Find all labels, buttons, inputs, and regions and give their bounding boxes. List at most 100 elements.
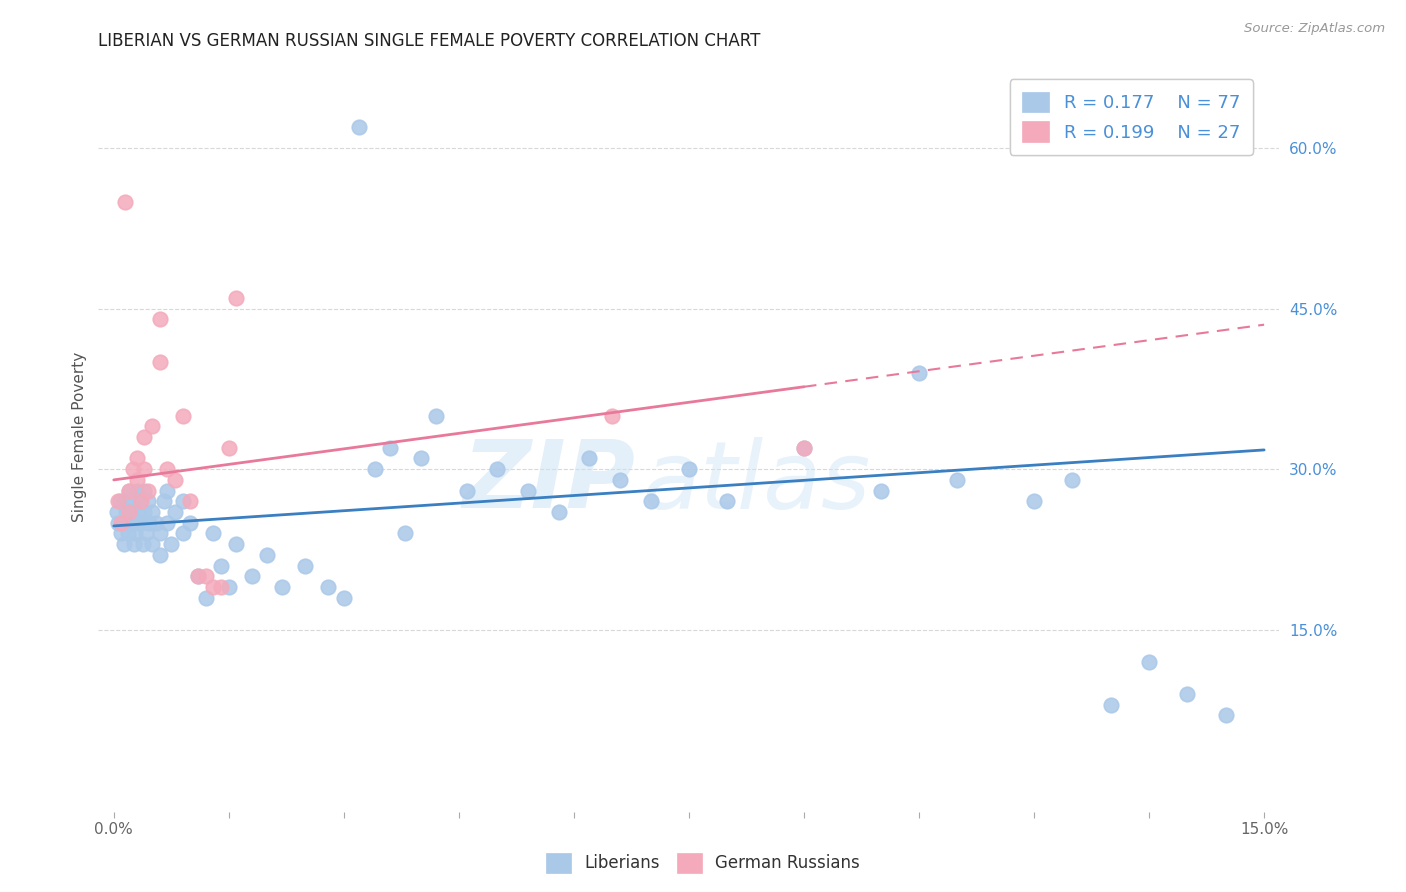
Point (134, 483, 156, 498)
Point (172, 409, 194, 423)
Point (118, 505, 141, 519)
Point (609, 473, 631, 487)
Point (149, 355, 172, 369)
Point (869, 483, 891, 498)
Legend: R = 0.177    N = 77, R = 0.199    N = 27: R = 0.177 N = 77, R = 0.199 N = 27 (1010, 79, 1253, 155)
Point (486, 462, 509, 476)
Point (240, 569, 263, 583)
Point (160, 537, 183, 551)
Point (179, 494, 201, 508)
Point (136, 483, 159, 498)
Legend: Liberians, German Russians: Liberians, German Russians (540, 847, 866, 880)
Point (678, 462, 700, 476)
Point (128, 494, 150, 508)
Point (1099, 698, 1122, 712)
Point (141, 419, 163, 434)
Point (114, 537, 136, 551)
Point (125, 483, 148, 498)
Point (134, 430, 156, 444)
Point (456, 483, 478, 498)
Point (425, 409, 447, 423)
Point (165, 505, 187, 519)
Point (578, 451, 600, 466)
Point (908, 366, 931, 380)
Point (135, 526, 157, 541)
Y-axis label: Single Female Poverty: Single Female Poverty (72, 352, 87, 522)
Text: Source: ZipAtlas.com: Source: ZipAtlas.com (1244, 22, 1385, 36)
Point (134, 462, 156, 476)
Text: LIBERIAN VS GERMAN RUSSIAN SINGLE FEMALE POVERTY CORRELATION CHART: LIBERIAN VS GERMAN RUSSIAN SINGLE FEMALE… (98, 32, 761, 50)
Point (194, 569, 217, 583)
Point (138, 516, 160, 530)
Point (115, 505, 138, 519)
Point (172, 526, 194, 541)
Point (145, 516, 167, 530)
Point (187, 569, 209, 583)
Point (118, 516, 141, 530)
Point (117, 526, 139, 541)
Point (125, 473, 148, 487)
Point (347, 120, 370, 134)
Point (122, 537, 145, 551)
Point (122, 462, 145, 476)
Point (271, 580, 294, 594)
Point (107, 494, 129, 508)
Point (129, 494, 152, 508)
Point (125, 505, 148, 519)
Point (105, 505, 128, 519)
Point (716, 494, 738, 508)
Point (107, 516, 129, 530)
Point (152, 494, 174, 508)
Point (209, 558, 232, 573)
Point (1177, 687, 1199, 701)
Point (194, 591, 217, 605)
Point (108, 494, 131, 508)
Point (363, 462, 385, 476)
Point (394, 526, 416, 541)
Text: ZIP: ZIP (463, 436, 636, 528)
Point (110, 526, 132, 541)
Point (141, 505, 163, 519)
Point (149, 526, 172, 541)
Point (179, 516, 201, 530)
Point (1137, 655, 1160, 669)
Point (132, 537, 155, 551)
Point (516, 483, 538, 498)
Point (202, 526, 225, 541)
Point (118, 483, 141, 498)
Point (218, 441, 240, 455)
Point (946, 473, 969, 487)
Point (1215, 708, 1237, 723)
Text: atlas: atlas (641, 436, 870, 527)
Point (225, 537, 247, 551)
Point (110, 516, 132, 530)
Point (640, 494, 662, 508)
Point (209, 580, 232, 594)
Point (1022, 494, 1045, 508)
Point (111, 516, 134, 530)
Point (165, 473, 187, 487)
Point (225, 291, 247, 305)
Point (600, 409, 623, 423)
Point (409, 451, 432, 466)
Point (125, 451, 148, 466)
Point (114, 194, 136, 209)
Point (131, 516, 153, 530)
Point (120, 505, 142, 519)
Point (121, 516, 143, 530)
Point (156, 462, 179, 476)
Point (127, 516, 149, 530)
Point (187, 569, 209, 583)
Point (793, 441, 815, 455)
Point (333, 591, 356, 605)
Point (1062, 473, 1084, 487)
Point (141, 537, 163, 551)
Point (156, 516, 179, 530)
Point (156, 483, 179, 498)
Point (202, 580, 225, 594)
Point (124, 526, 146, 541)
Point (218, 580, 240, 594)
Point (122, 494, 145, 508)
Point (114, 494, 136, 508)
Point (149, 312, 172, 326)
